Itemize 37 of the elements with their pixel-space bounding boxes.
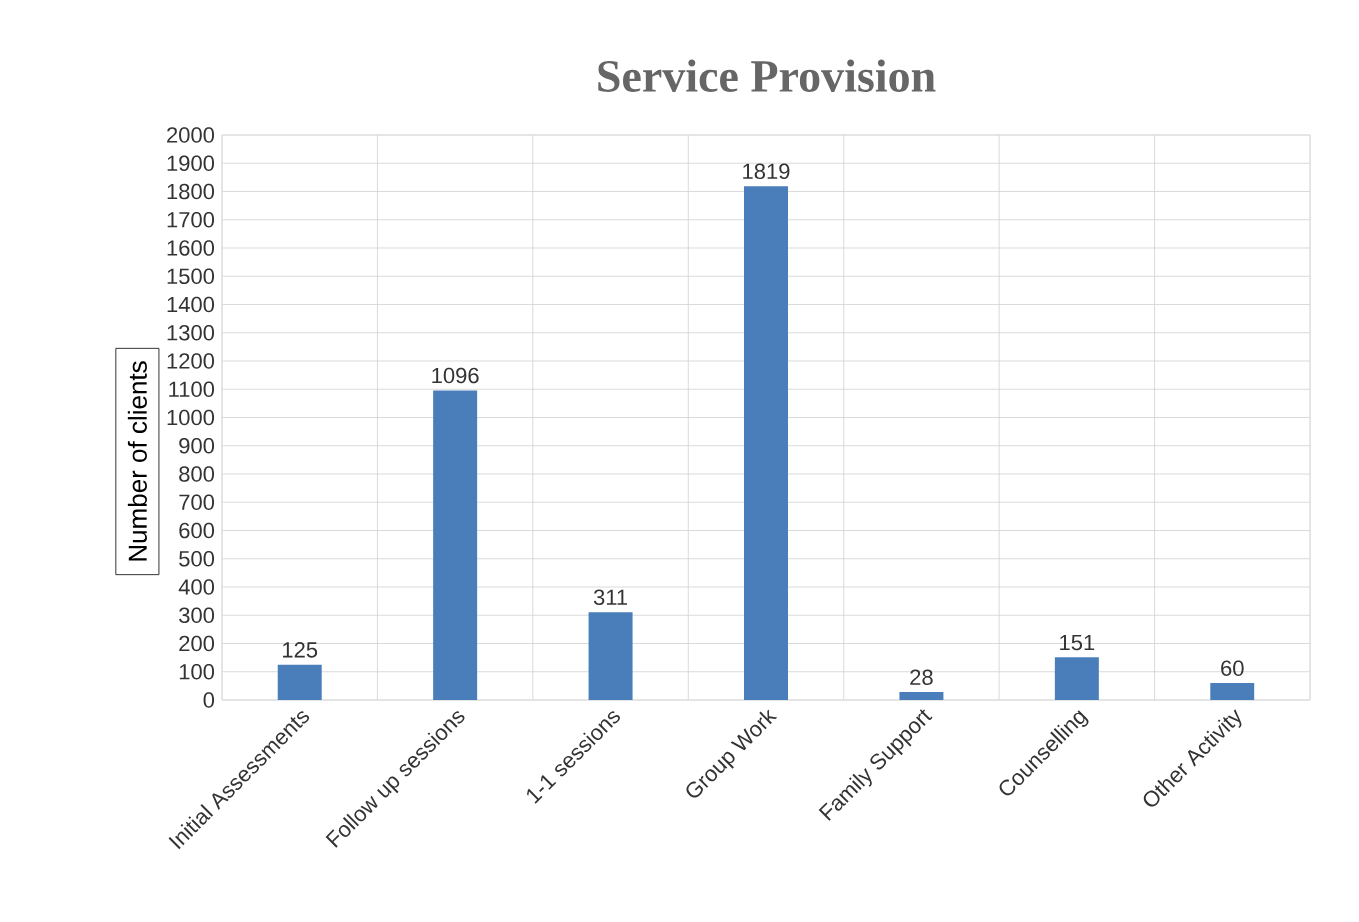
y-tick-label: 1000 [167,409,215,426]
y-tick-label: 700 [179,494,215,511]
data-label: 311 [593,589,628,606]
y-tick-label: 1700 [167,211,215,228]
data-label: 125 [283,642,318,658]
y-tick-label: 1300 [167,324,215,341]
y-tick-label: 600 [179,522,215,539]
bar [744,186,788,700]
data-label: 151 [1060,634,1095,651]
y-tick-label: 100 [179,663,215,680]
bar [1210,683,1255,700]
y-tick-label: 1900 [167,155,215,172]
y-tick-label: 900 [179,437,215,454]
data-label: 1819 [743,163,790,180]
y-tick-label: 800 [179,466,215,482]
data-label: 60 [1221,660,1244,676]
bar [433,390,478,700]
chart-title: Service Provision [598,59,936,92]
data-label: 28 [910,669,933,686]
y-tick-label: 400 [178,579,215,595]
y-tick-label: 200 [179,635,215,652]
y-tick-label: 0 [203,692,215,708]
y-tick-label: 2000 [167,127,215,143]
data-label: 1096 [432,367,479,384]
y-tick-label: 300 [179,607,215,624]
y-tick-label: 1800 [167,183,215,200]
y-tick-label: 500 [179,550,215,567]
bar [588,612,633,700]
y-tick-label: 1200 [167,353,215,369]
bar [277,664,322,700]
y-tick-label: 1100 [169,381,215,398]
y-tick-label: 1400 [167,296,215,313]
bar [1054,657,1099,700]
bar [899,692,944,700]
y-tick-label: 1600 [167,240,215,256]
y-axis-title: Number of clients [127,361,147,561]
y-tick-label: 1500 [167,268,215,285]
